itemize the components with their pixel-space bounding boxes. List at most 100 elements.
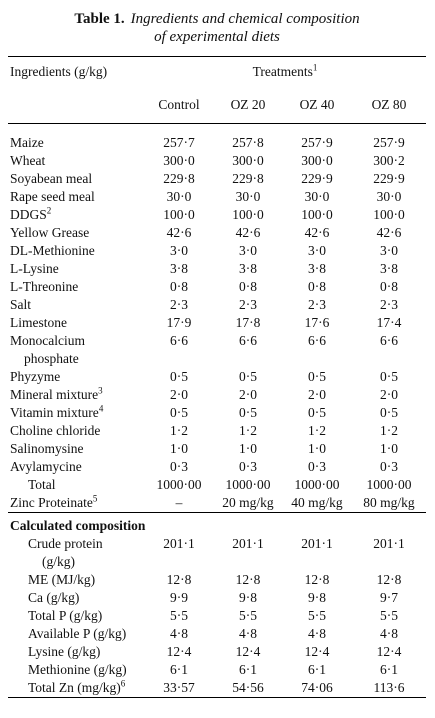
value-cell: 6·1 bbox=[239, 662, 257, 677]
value-cell: 33·57 bbox=[163, 680, 195, 695]
row-label: Lysine (g/kg) bbox=[8, 643, 144, 661]
value-cell: 201·1 bbox=[301, 536, 333, 551]
treatments-header: Treatments1 bbox=[144, 57, 426, 88]
header-row: Ingredients (g/kg) Treatments1 bbox=[8, 56, 426, 88]
value-cell: 2·0 bbox=[170, 387, 188, 402]
title-line: of experimental diets bbox=[8, 28, 426, 46]
value-cell: 54·56 bbox=[232, 680, 264, 695]
row-label: L-Threonine bbox=[8, 278, 144, 296]
value-cell: 12·4 bbox=[235, 644, 261, 659]
value-cell: 0·8 bbox=[308, 279, 326, 294]
empty-cell bbox=[282, 553, 352, 571]
table-row: Zinc Proteinate5 – 20 mg/kg 40 mg/kg 80 mg/k… bbox=[8, 494, 426, 513]
value-cell: 3·8 bbox=[239, 261, 257, 276]
table-row: L-Lysine 3·8 3·8 3·8 3·8 bbox=[8, 260, 426, 278]
value-cell: 2·3 bbox=[308, 297, 326, 312]
value-cell: 42·6 bbox=[376, 225, 402, 240]
value-cell: 6·6 bbox=[239, 333, 257, 348]
value-cell: 30·0 bbox=[304, 189, 330, 204]
value-cell: 3·0 bbox=[308, 243, 326, 258]
row-label: Vitamin mixture4 bbox=[8, 404, 144, 422]
label-text: Lysine (g/kg) bbox=[28, 644, 101, 659]
label-text: Maize bbox=[10, 135, 44, 150]
row-label: Salinomysine bbox=[8, 440, 144, 458]
row-label: L-Lysine bbox=[8, 260, 144, 278]
value-cell: 3·0 bbox=[380, 243, 398, 258]
value-cell: 1000·00 bbox=[366, 477, 412, 492]
value-cell: 257·9 bbox=[373, 135, 405, 150]
value-cell: 5·5 bbox=[308, 608, 326, 623]
table-row: Monocalcium 6·6 6·6 6·6 6·6 bbox=[8, 332, 426, 350]
value-cell: 0·5 bbox=[308, 369, 326, 384]
table-row: Mineral mixture3 2·0 2·0 2·0 2·0 bbox=[8, 386, 426, 404]
row-label: Zinc Proteinate5 bbox=[8, 494, 144, 513]
value-cell: 12·4 bbox=[166, 644, 192, 659]
value-cell: 6·1 bbox=[308, 662, 326, 677]
empty-cell bbox=[214, 350, 282, 368]
data-table: Ingredients (g/kg) Treatments1 Control OZ… bbox=[8, 56, 426, 698]
table-row: L-Threonine 0·8 0·8 0·8 0·8 bbox=[8, 278, 426, 296]
table-row: Avylamycine 0·3 0·3 0·3 0·3 bbox=[8, 458, 426, 476]
value-cell: 12·8 bbox=[304, 572, 330, 587]
label-text: Vitamin mixture bbox=[10, 405, 99, 420]
table-row: Rape seed meal 30·0 30·0 30·0 30·0 bbox=[8, 188, 426, 206]
value-cell: 1·2 bbox=[239, 423, 257, 438]
section-heading: Calculated composition bbox=[10, 518, 146, 533]
value-cell: 42·6 bbox=[304, 225, 330, 240]
label-text: L-Threonine bbox=[10, 279, 79, 294]
label-text: Mineral mixture bbox=[10, 387, 99, 402]
value-cell: 1·0 bbox=[170, 441, 188, 456]
value-cell: 9·9 bbox=[170, 590, 188, 605]
value-cell: 257·8 bbox=[232, 135, 264, 150]
value-cell: 2·0 bbox=[380, 387, 398, 402]
table-row: Ca (g/kg) 9·9 9·8 9·8 9·7 bbox=[8, 589, 426, 607]
row-label: Phyzyme bbox=[8, 368, 144, 386]
value-cell: 12·4 bbox=[304, 644, 330, 659]
value-cell: 12·8 bbox=[166, 572, 192, 587]
value-cell: 30·0 bbox=[376, 189, 402, 204]
table-row: Yellow Grease 42·6 42·6 42·6 42·6 bbox=[8, 224, 426, 242]
value-cell: 9·8 bbox=[308, 590, 326, 605]
value-cell: 6·6 bbox=[170, 333, 188, 348]
row-label: Limestone bbox=[8, 314, 144, 332]
value-cell: 1000·00 bbox=[156, 477, 202, 492]
value-cell: 4·8 bbox=[380, 626, 398, 641]
caption-line: Ingredients and chemical composition bbox=[130, 11, 360, 27]
label-text: Zinc Proteinate bbox=[10, 495, 93, 510]
row-label: Crude protein bbox=[8, 535, 144, 553]
value-cell: 1·0 bbox=[308, 441, 326, 456]
value-cell: 229·9 bbox=[301, 171, 333, 186]
value-cell: – bbox=[175, 495, 183, 510]
empty-cell bbox=[8, 124, 426, 135]
value-cell: 100·0 bbox=[232, 207, 264, 222]
label-text: Salt bbox=[10, 297, 32, 312]
value-cell: 3·8 bbox=[170, 261, 188, 276]
value-cell: 229·9 bbox=[373, 171, 405, 186]
row-label: Mineral mixture3 bbox=[8, 386, 144, 404]
value-cell: 2·3 bbox=[170, 297, 188, 312]
label-text: Ca (g/kg) bbox=[28, 590, 80, 605]
value-cell: 17·6 bbox=[304, 315, 330, 330]
table-row: Total 1000·00 1000·00 1000·00 1000·00 bbox=[8, 476, 426, 494]
value-cell: 6·1 bbox=[380, 662, 398, 677]
spacer-row bbox=[8, 124, 426, 135]
label-text: Monocalcium bbox=[10, 333, 85, 348]
table-label: Table 1. bbox=[74, 11, 125, 27]
value-cell: 1·0 bbox=[239, 441, 257, 456]
table-row: Methionine (g/kg) 6·1 6·1 6·1 6·1 bbox=[8, 661, 426, 679]
table-row: Available P (g/kg) 4·8 4·8 4·8 4·8 bbox=[8, 625, 426, 643]
column-header: Control bbox=[158, 97, 200, 112]
value-cell: 100·0 bbox=[163, 207, 195, 222]
ingredients-header: Ingredients (g/kg) bbox=[10, 64, 108, 79]
value-cell: 300·2 bbox=[373, 153, 405, 168]
row-label: (g/kg) bbox=[8, 553, 144, 571]
label-text: Soyabean meal bbox=[10, 171, 93, 186]
table-row: Lysine (g/kg) 12·4 12·4 12·4 12·4 bbox=[8, 643, 426, 661]
empty-cell bbox=[144, 350, 214, 368]
value-cell: 1·2 bbox=[308, 423, 326, 438]
value-cell: 0·5 bbox=[380, 405, 398, 420]
row-label: Soyabean meal bbox=[8, 170, 144, 188]
row-label: Rape seed meal bbox=[8, 188, 144, 206]
label-text: DDGS bbox=[10, 207, 47, 222]
column-header: OZ 20 bbox=[230, 97, 266, 112]
